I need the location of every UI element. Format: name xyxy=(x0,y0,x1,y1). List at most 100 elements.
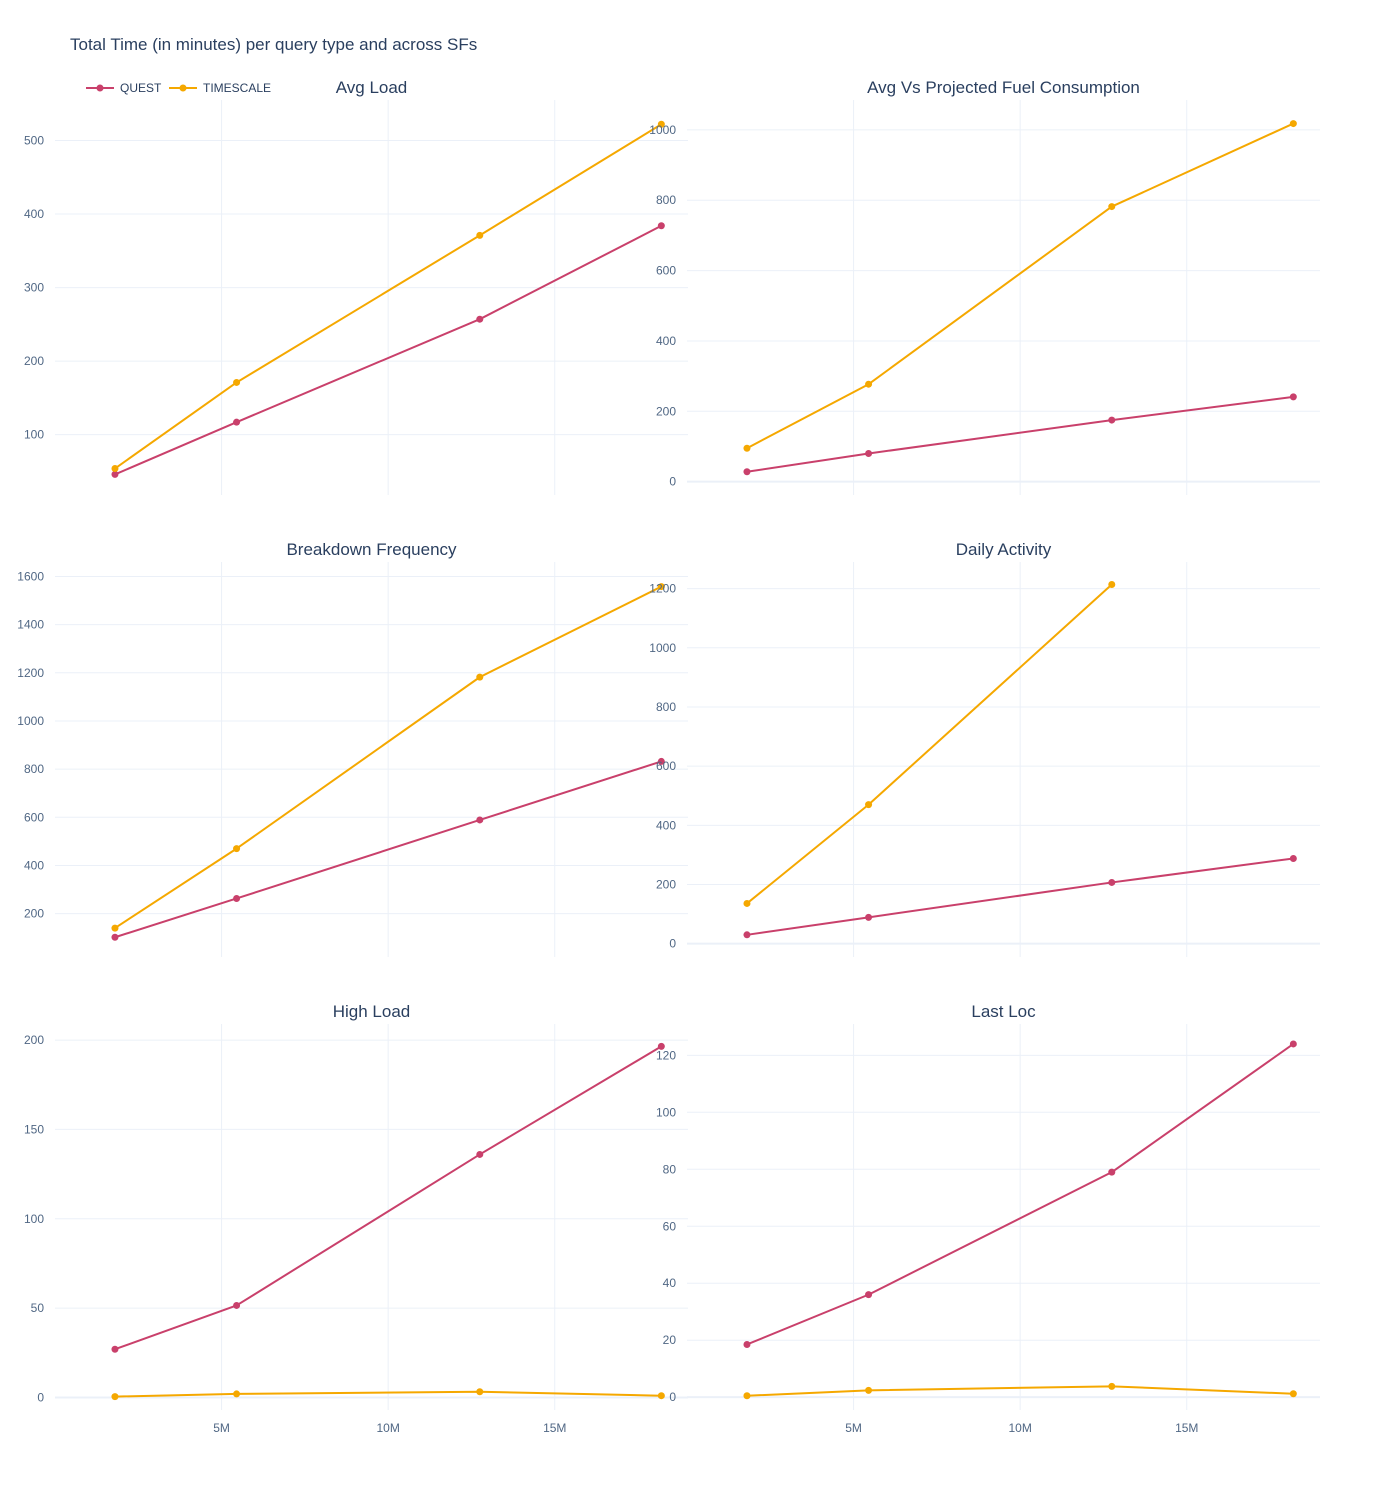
data-point-timescale[interactable] xyxy=(233,1390,241,1398)
data-point-quest[interactable] xyxy=(743,1340,751,1348)
y-tick-label: 1000 xyxy=(649,123,676,137)
data-point-timescale[interactable] xyxy=(476,231,484,239)
x-tick-label: 10M xyxy=(376,1421,399,1435)
y-tick-label: 1600 xyxy=(17,569,44,583)
series-line-timescale xyxy=(746,122,1294,450)
legend-label-timescale: TIMESCALE xyxy=(203,81,271,95)
data-point-timescale[interactable] xyxy=(476,673,484,681)
data-point-quest[interactable] xyxy=(743,468,751,476)
series-line-timescale xyxy=(746,583,1113,905)
series-line-quest xyxy=(114,1045,662,1351)
legend-label-quest: QUEST xyxy=(120,81,162,95)
data-point-timescale[interactable] xyxy=(865,1386,873,1394)
y-tick-label: 200 xyxy=(656,404,676,418)
panel-title-daily-activity: Daily Activity xyxy=(956,540,1052,559)
data-point-timescale[interactable] xyxy=(1289,120,1297,128)
legend-item-quest[interactable]: QUEST xyxy=(86,81,162,95)
data-point-quest[interactable] xyxy=(743,931,751,939)
data-point-timescale[interactable] xyxy=(111,465,119,473)
panel-title-avg-load: Avg Load xyxy=(336,78,408,97)
data-point-quest[interactable] xyxy=(233,1301,241,1309)
data-point-quest[interactable] xyxy=(111,933,119,941)
data-point-quest[interactable] xyxy=(865,449,873,457)
data-point-timescale[interactable] xyxy=(111,1393,119,1401)
data-point-quest[interactable] xyxy=(657,222,665,230)
data-point-timescale[interactable] xyxy=(743,1392,751,1400)
x-tick-label: 15M xyxy=(1175,1421,1198,1435)
y-tick-label: 0 xyxy=(669,475,676,489)
y-tick-label: 0 xyxy=(669,937,676,951)
data-point-quest[interactable] xyxy=(233,418,241,426)
series-line-timescale xyxy=(114,123,662,470)
data-point-quest[interactable] xyxy=(1108,1168,1116,1176)
data-point-timescale[interactable] xyxy=(476,1388,484,1396)
y-tick-label: 120 xyxy=(656,1048,676,1062)
data-point-timescale[interactable] xyxy=(111,924,119,932)
panel-daily-activity: Daily Activity 0 200 400 600 800 1000 1200 xyxy=(649,540,1320,957)
data-point-quest[interactable] xyxy=(865,1291,873,1299)
x-tick-label: 15M xyxy=(543,1421,566,1435)
panel-avg-vs-projected-fuel-consumption: Avg Vs Projected Fuel Consumption 0 200 400… xyxy=(649,78,1320,495)
data-point-quest[interactable] xyxy=(865,913,873,921)
data-point-quest[interactable] xyxy=(657,1042,665,1050)
y-tick-label: 200 xyxy=(24,907,44,921)
data-point-quest[interactable] xyxy=(476,1150,484,1158)
legend-marker-quest xyxy=(96,84,104,92)
data-point-timescale[interactable] xyxy=(657,1392,665,1400)
y-tick-label: 400 xyxy=(24,207,44,221)
data-point-timescale[interactable] xyxy=(657,583,665,591)
data-point-quest[interactable] xyxy=(1289,393,1297,401)
data-point-quest[interactable] xyxy=(1289,854,1297,862)
data-point-quest[interactable] xyxy=(1108,416,1116,424)
y-tick-label: 200 xyxy=(24,354,44,368)
y-tick-label: 50 xyxy=(31,1301,45,1315)
data-point-quest[interactable] xyxy=(111,1345,119,1353)
data-point-timescale[interactable] xyxy=(233,845,241,853)
data-point-timescale[interactable] xyxy=(657,120,665,128)
data-point-timescale[interactable] xyxy=(1289,1390,1297,1398)
panel-last-loc: Last Loc 5M 10M 15M 0 20 40 60 80 100 120 xyxy=(656,1002,1320,1435)
panel-breakdown-frequency: Breakdown Frequency 200 400 600 800 1000 1200 1… xyxy=(17,540,688,957)
y-tick-label: 1200 xyxy=(649,582,676,596)
y-tick-label: 600 xyxy=(24,810,44,824)
y-tick-label: 600 xyxy=(656,759,676,773)
y-tick-label: 600 xyxy=(656,264,676,278)
data-point-quest[interactable] xyxy=(1289,1040,1297,1048)
data-point-quest[interactable] xyxy=(657,757,665,765)
data-point-timescale[interactable] xyxy=(865,801,873,809)
panel-avg-load: Avg Load 100 200 300 400 500 xyxy=(24,78,688,495)
y-tick-label: 100 xyxy=(656,1105,676,1119)
y-tick-label: 80 xyxy=(663,1162,677,1176)
y-tick-label: 0 xyxy=(669,1390,676,1404)
data-point-timescale[interactable] xyxy=(743,444,751,452)
y-tick-label: 40 xyxy=(663,1276,677,1290)
y-tick-label: 100 xyxy=(24,428,44,442)
data-point-timescale[interactable] xyxy=(1108,1382,1116,1390)
data-point-quest[interactable] xyxy=(111,470,119,478)
series-line-quest xyxy=(114,224,662,476)
y-tick-label: 60 xyxy=(663,1219,677,1233)
y-tick-label: 0 xyxy=(37,1390,44,1404)
panel-title-avg-vs-projected-fuel-consumption: Avg Vs Projected Fuel Consumption xyxy=(867,78,1140,97)
data-point-timescale[interactable] xyxy=(865,380,873,388)
data-point-timescale[interactable] xyxy=(233,378,241,386)
data-point-timescale[interactable] xyxy=(1108,580,1116,588)
data-point-quest[interactable] xyxy=(476,816,484,824)
y-tick-label: 1000 xyxy=(17,714,44,728)
data-point-quest[interactable] xyxy=(1108,878,1116,886)
legend-marker-timescale xyxy=(179,84,187,92)
data-point-quest[interactable] xyxy=(233,894,241,902)
legend[interactable]: QUEST TIMESCALE xyxy=(86,81,271,95)
data-point-quest[interactable] xyxy=(476,315,484,323)
legend-item-timescale[interactable]: TIMESCALE xyxy=(169,81,271,95)
panel-title-high-load: High Load xyxy=(333,1002,411,1021)
y-tick-label: 1400 xyxy=(17,618,44,632)
data-point-timescale[interactable] xyxy=(1108,203,1116,211)
series-line-timescale xyxy=(114,585,662,929)
y-tick-label: 500 xyxy=(24,133,44,147)
data-point-timescale[interactable] xyxy=(743,899,751,907)
y-tick-label: 1000 xyxy=(649,641,676,655)
y-tick-label: 800 xyxy=(656,193,676,207)
